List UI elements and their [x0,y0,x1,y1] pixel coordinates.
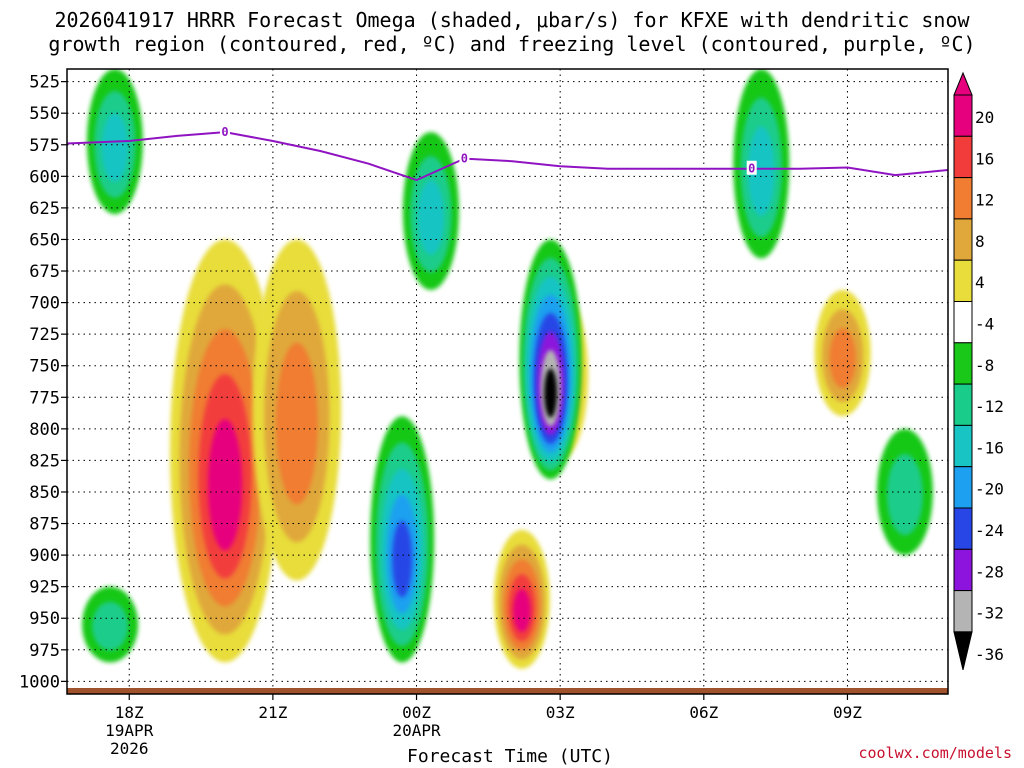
omega-contour-band [275,342,318,505]
colorbar-swatch [953,135,973,179]
omega-contour-band [886,453,923,536]
colorbar-label: -24 [975,521,1004,540]
y-tick-label: 850 [29,483,60,503]
omega-contour-band [101,113,129,182]
colorbar-swatch [953,507,973,550]
colorbar-swatch [953,301,973,344]
x-tick-label: 09Z [833,703,862,722]
colorbar-swatch [953,424,973,468]
colorbar-swatch [953,590,973,633]
omega-feature-min [402,132,459,290]
y-tick-label: 625 [29,199,60,219]
x-tick-label: 06Z [689,703,718,722]
colorbar-label: -4 [975,315,994,334]
y-tick-label: 875 [29,515,60,535]
omega-feature-min [733,69,790,259]
omega-contour-band [513,588,531,632]
y-tick-label: 825 [29,451,60,471]
y-tick-label: 700 [29,294,60,314]
y-tick-label: 950 [29,609,60,629]
x-axis-label: Forecast Time (UTC) [407,746,613,767]
omega-feature-min [876,428,933,556]
colorbar-swatch [953,218,973,261]
y-tick-label: 650 [29,230,60,250]
colorbar-label: 12 [975,191,994,210]
freezing-level-label: 0 [748,162,755,176]
y-tick-label: 900 [29,546,60,566]
omega-feature-min [370,416,435,663]
plot-frame [66,68,949,695]
colorbar-label: -8 [975,356,994,375]
y-tick-label: 600 [29,167,60,187]
colorbar-label: -12 [975,397,1004,416]
colorbar-bottom-arrow [953,631,973,671]
colorbar-label: -32 [975,604,1004,623]
colorbar-label: -28 [975,562,1004,581]
colorbar: 20 16 12 8 4 -4 -8 -12 -16 -20 -24 -28 -32 -36 [953,71,1004,671]
y-tick-label: 750 [29,357,60,377]
colorbar-label: 4 [975,273,985,292]
omega-contour-band [207,419,243,551]
x-tick-label: 21Z [258,703,287,722]
omega-feature-max [252,239,342,581]
freezing-level-line [67,131,948,182]
x-tick-label: 03Z [546,703,575,722]
colorbar-label: 20 [975,108,994,127]
chart-title-line-1: 2026041917 HRRR Forecast Omega (shaded, … [54,8,970,32]
y-tick-label: 975 [29,641,60,661]
colorbar-label: 16 [975,149,994,168]
omega-contour-band [544,368,557,418]
freezing-level-label: 0 [221,125,228,139]
colorbar-swatch [953,342,973,385]
omega-contour-band [829,328,856,389]
colorbar-top-arrow [953,71,973,96]
omega-contour-band [92,601,129,651]
freezing-level-label: 0 [461,152,468,166]
colorbar-swatch [953,94,973,137]
x-date-label: 20APR [392,721,441,740]
colorbar-swatch [953,259,973,303]
colorbar-swatch [953,383,973,426]
ground-strip [67,688,948,694]
omega-feature-max [493,529,550,669]
y-tick-label: 1000 [19,672,60,692]
colorbar-swatch [953,466,973,509]
y-tick-label: 800 [29,420,60,440]
freezing-level-label-bg [746,160,757,175]
omega-contour-band [392,520,413,598]
omega-feature-min [519,239,582,480]
y-tick-label: 675 [29,262,60,282]
y-tick-label: 525 [29,73,60,93]
freezing-level-label-bg [459,150,470,165]
colorbar-label: -36 [975,645,1004,664]
omega-feature-max [814,289,871,417]
y-axis: 525 550 575 600 625 650 675 700 725 750 775 800 825 8… [19,73,67,692]
colorbar-label: -16 [975,438,1004,457]
omega-contour-band [417,179,445,255]
x-year-label: 2026 [110,739,149,758]
x-tick-label: 00Z [402,703,431,722]
grid [67,69,948,694]
colorbar-label: 8 [975,232,985,251]
y-tick-label: 925 [29,578,60,598]
colorbar-swatch [953,548,973,592]
x-date-label: 19APR [105,721,154,740]
plot-area: 0 0 0 [67,69,948,694]
colorbar-label: -20 [975,480,1004,499]
y-tick-label: 725 [29,325,60,345]
credit-link[interactable]: coolwx.com/models [858,744,1012,762]
freezing-level-label-bg [220,124,231,139]
omega-feature-max [170,239,280,663]
y-tick-label: 775 [29,388,60,408]
omega-feature-min [82,586,139,663]
chart-title-line-2: growth region (contoured, red, ºC) and f… [48,32,976,56]
omega-contour-band [748,126,775,217]
y-tick-label: 550 [29,104,60,124]
y-tick-label: 575 [29,136,60,156]
x-tick-label: 18Z [115,703,144,722]
colorbar-swatch [953,177,973,220]
